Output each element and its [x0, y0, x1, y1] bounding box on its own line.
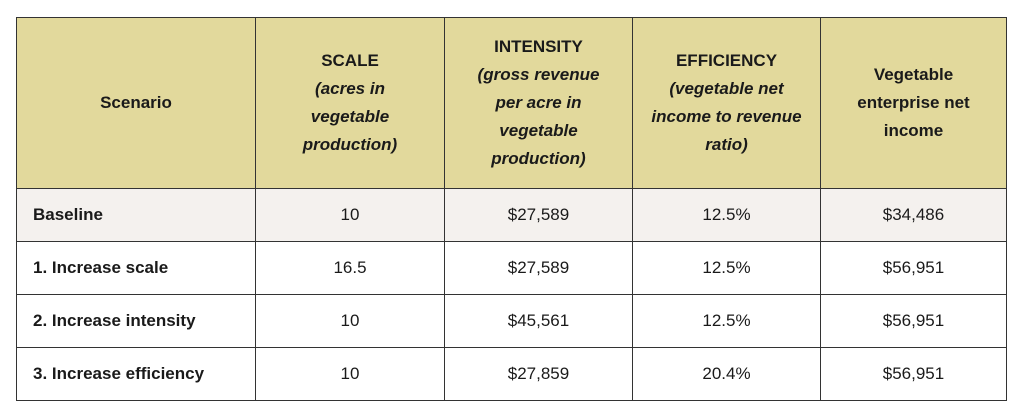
- cell-intensity: $27,589: [444, 188, 633, 242]
- header-efficiency: EFFICIENCY (vegetable net income to reve…: [632, 17, 821, 189]
- header-scale-title: SCALE: [321, 51, 379, 70]
- cell-efficiency: 12.5%: [632, 294, 821, 348]
- header-efficiency-title: EFFICIENCY: [675, 51, 778, 70]
- table-row-baseline: Baseline 10 $27,589 12.5% $34,486: [16, 188, 1007, 242]
- header-intensity: INTENSITY (gross revenue per acre in veg…: [444, 17, 633, 189]
- table-row-increase-intensity: 2. Increase intensity 10 $45,561 12.5% $…: [16, 294, 1007, 348]
- header-scale: SCALE (acres in vegetable production): [255, 17, 445, 189]
- cell-intensity: $45,561: [444, 294, 633, 348]
- cell-scale: 10: [255, 347, 445, 401]
- table-row-increase-scale: 1. Increase scale 16.5 $27,589 12.5% $56…: [16, 241, 1007, 295]
- cell-net-income: $34,486: [820, 188, 1007, 242]
- header-scenario-title: Scenario: [100, 93, 172, 112]
- cell-net-income: $56,951: [820, 241, 1007, 295]
- cell-intensity: $27,589: [444, 241, 633, 295]
- cell-efficiency: 20.4%: [632, 347, 821, 401]
- header-net-income: Vegetable enterprise net income: [820, 17, 1007, 189]
- header-scale-subtitle: (acres in vegetable production): [302, 79, 398, 154]
- cell-scale: 10: [255, 188, 445, 242]
- cell-efficiency: 12.5%: [632, 241, 821, 295]
- table-body: Baseline 10 $27,589 12.5% $34,486 1. Inc…: [16, 188, 1007, 401]
- header-scenario: Scenario: [16, 17, 256, 189]
- cell-net-income: $56,951: [820, 294, 1007, 348]
- header-intensity-title: INTENSITY: [494, 37, 583, 56]
- cell-scale: 10: [255, 294, 445, 348]
- header-efficiency-subtitle: (vegetable net income to revenue ratio): [651, 79, 802, 154]
- cell-efficiency: 12.5%: [632, 188, 821, 242]
- header-net-income-title: Vegetable enterprise net income: [857, 65, 970, 140]
- row-label: Baseline: [16, 188, 256, 242]
- header-intensity-subtitle: (gross revenue per acre in vegetable pro…: [477, 65, 600, 168]
- cell-scale: 16.5: [255, 241, 445, 295]
- table-row-increase-efficiency: 3. Increase efficiency 10 $27,859 20.4% …: [16, 347, 1007, 401]
- cell-intensity: $27,859: [444, 347, 633, 401]
- cell-net-income: $56,951: [820, 347, 1007, 401]
- header-row: Scenario SCALE (acres in vegetable produ…: [16, 17, 1007, 189]
- scenario-table: Scenario SCALE (acres in vegetable produ…: [16, 17, 1007, 401]
- row-label: 3. Increase efficiency: [16, 347, 256, 401]
- table-header: Scenario SCALE (acres in vegetable produ…: [16, 17, 1007, 189]
- row-label: 2. Increase intensity: [16, 294, 256, 348]
- row-label: 1. Increase scale: [16, 241, 256, 295]
